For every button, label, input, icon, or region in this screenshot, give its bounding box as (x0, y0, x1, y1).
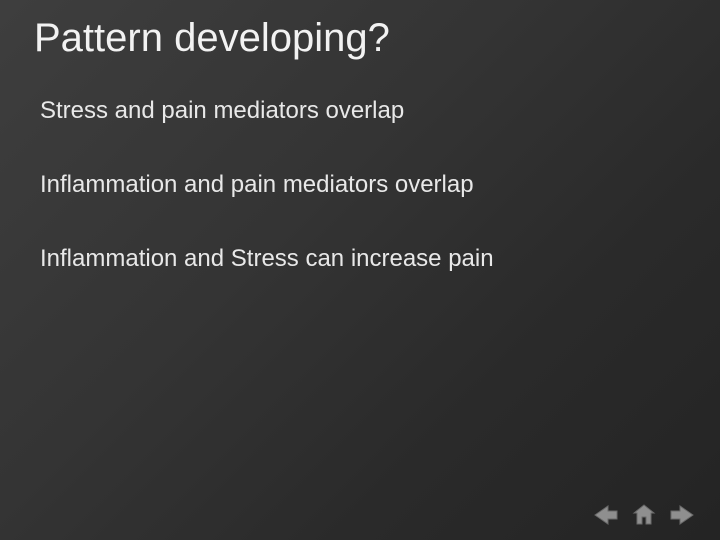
slide: Pattern developing? Stress and pain medi… (0, 0, 720, 540)
slide-body: Stress and pain mediators overlap Inflam… (40, 96, 660, 318)
home-button[interactable] (630, 504, 658, 526)
home-icon (632, 504, 656, 526)
arrow-right-icon (670, 505, 694, 525)
nav-controls (592, 504, 696, 526)
next-button[interactable] (668, 504, 696, 526)
arrow-left-icon (594, 505, 618, 525)
prev-button[interactable] (592, 504, 620, 526)
bullet-point: Inflammation and Stress can increase pai… (40, 244, 660, 274)
bullet-point: Stress and pain mediators overlap (40, 96, 660, 126)
slide-title: Pattern developing? (34, 16, 390, 61)
bullet-point: Inflammation and pain mediators overlap (40, 170, 660, 200)
